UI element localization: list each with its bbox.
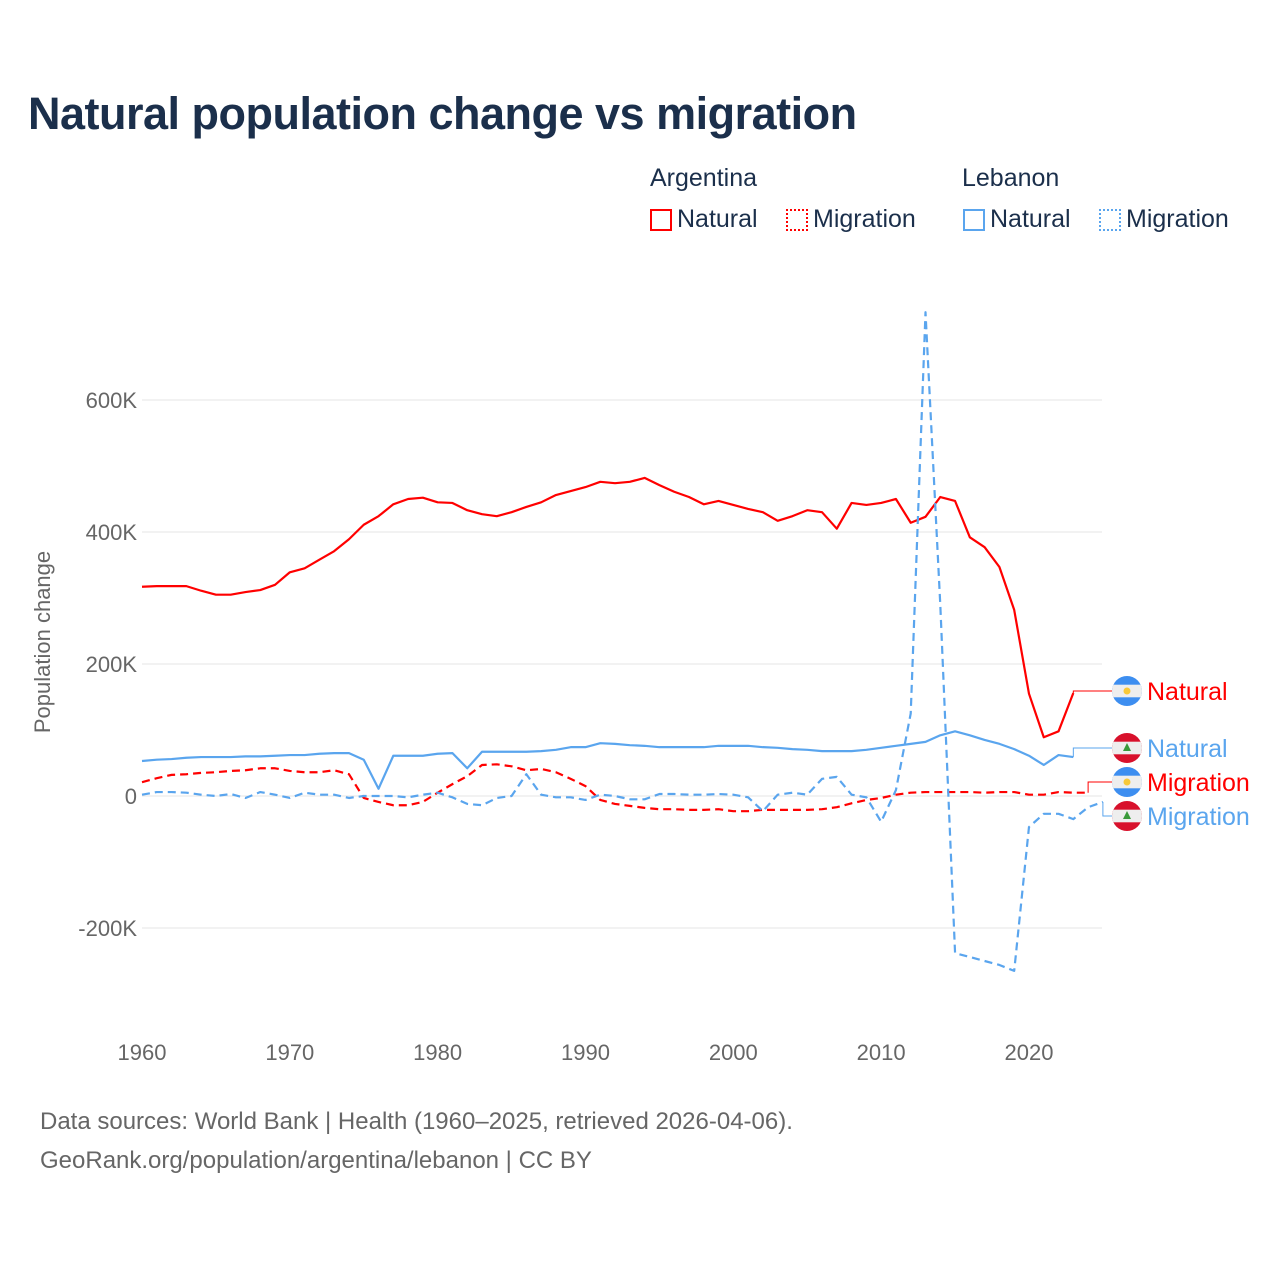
series-line-lebanon-natural [141,730,1074,790]
x-tick-label: 2020 [1005,1040,1054,1065]
solid-swatch-icon [963,208,985,231]
y-tick-label: -200K [78,916,137,941]
legend-item-argentina-natural[interactable]: Natural [650,205,758,234]
cedar-icon [1123,743,1131,751]
solid-swatch-icon [650,208,672,231]
series-line-argentina-migration [141,763,1089,813]
footer-attribution[interactable]: GeoRank.org/population/argentina/lebanon… [40,1147,592,1174]
y-tick-label: 0 [125,784,137,809]
x-tick-label: 1990 [561,1040,610,1065]
end-label: Migration [1147,769,1250,797]
legend-group-argentina: Argentina [650,164,758,192]
x-tick-label: 1980 [413,1040,462,1065]
label-connector [1072,747,1112,758]
dotted-swatch-icon [1099,208,1121,231]
series-line-lebanon-migration [141,311,1104,973]
y-tick-label: 600K [86,388,138,413]
dotted-swatch-icon [786,208,808,231]
label-connector [1102,801,1112,817]
legend-item-argentina-migration[interactable]: Migration [786,205,916,234]
legend-label: Natural [677,205,758,233]
x-tick-label: 1960 [118,1040,167,1065]
lebanon-flag-icon [1112,801,1142,831]
y-tick-label: 400K [86,520,138,545]
footer-sources: Data sources: World Bank | Health (1960–… [40,1108,793,1135]
y-axis-label: Population change [30,551,55,733]
legend-item-lebanon-migration[interactable]: Migration [1099,205,1229,234]
legend-label: Migration [1126,205,1229,233]
series-line-argentina-natural [141,476,1075,739]
argentina-flag-icon [1112,767,1142,797]
lebanon-flag-icon [1112,733,1142,763]
label-connector [1087,781,1112,793]
sun-icon [1123,687,1131,695]
x-tick-label: 2010 [857,1040,906,1065]
legend-label: Natural [990,205,1071,233]
argentina-flag-icon [1112,676,1142,706]
x-tick-label: 2000 [709,1040,758,1065]
legend-group-lebanon: Lebanon [962,164,1060,192]
end-label: Migration [1147,803,1250,831]
cedar-icon [1123,811,1131,819]
end-label: Natural [1147,678,1228,706]
chart-title: Natural population change vs migration [28,88,857,139]
sun-icon [1123,778,1131,786]
x-tick-label: 1970 [265,1040,314,1065]
legend-label: Migration [813,205,916,233]
label-connector [1072,690,1112,694]
end-label: Natural [1147,735,1228,763]
legend-item-lebanon-natural[interactable]: Natural [963,205,1071,234]
y-tick-label: 200K [86,652,138,677]
